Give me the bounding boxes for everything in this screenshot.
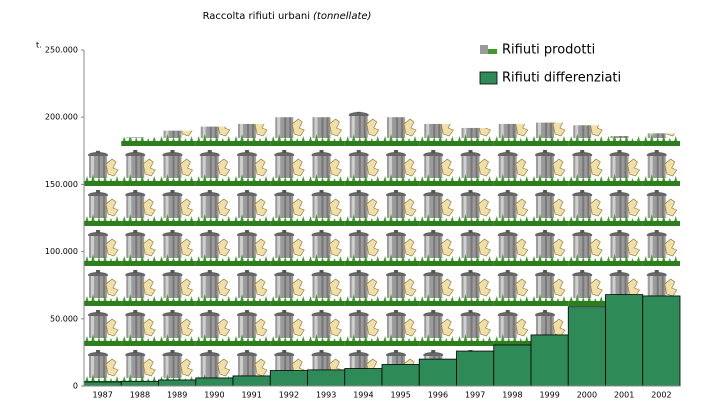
y-tick-label: 250.000 [45,46,78,55]
pictogram-bar [195,126,233,386]
x-tick-label: 2001 [614,391,634,400]
pictogram-bar [419,123,457,387]
x-tick-label: 1998 [502,391,522,400]
legend-swatch [479,71,498,85]
bar [381,364,420,387]
y-tick-label: 150.000 [45,180,78,189]
bar [605,294,644,387]
pictogram-bar [270,117,308,386]
y-tick-label: 50.000 [50,314,78,323]
x-tick-label: 1989 [167,391,187,400]
x-tick-label: 1993 [316,391,336,400]
bar [530,334,569,387]
bar [195,377,234,387]
bar [232,375,271,387]
bar [418,358,457,387]
y-tick-label: 100.000 [45,247,78,256]
bar [158,379,197,387]
y-tick-label: 0 [73,382,78,391]
x-tick-label: 1990 [204,391,224,400]
bar [120,380,159,387]
bar [493,344,532,387]
x-tick-label: 2000 [577,391,597,400]
bar [83,381,122,387]
bar [269,370,308,387]
legend-swatch [488,49,497,54]
pictogram-bar [493,123,531,387]
chart-title: Raccolta rifiuti urbani [203,11,310,22]
x-tick-label: 1987 [92,391,112,400]
legend-label: Rifiuti differenziati [502,71,621,86]
pictogram-bar [382,117,420,386]
bar [307,369,346,387]
x-tick-label: 1992 [279,391,299,400]
pictogram-bar [158,130,196,386]
pictogram-bar [121,137,159,386]
pictogram-bar [233,123,271,387]
x-tick-label: 1991 [241,391,261,400]
x-tick-label: 1988 [130,391,150,400]
x-tick-label: 1994 [353,391,373,400]
x-tick-label: 1995 [390,391,410,400]
bar [344,368,383,387]
legend-swatch [480,45,488,54]
x-tick-label: 1999 [539,391,559,400]
pictogram-bar [344,111,382,386]
legend-label: Rifiuti prodotti [502,43,595,58]
pictogram-bar [456,127,494,387]
bar [567,306,606,387]
chart-subtitle: (tonnellate) [313,11,371,22]
pictogram-bar [84,150,122,386]
bar [642,295,681,387]
pictogram-bar [307,117,345,386]
bar [456,350,495,387]
x-tick-label: 1996 [428,391,448,400]
y-tick-label: 200.000 [45,113,78,122]
x-tick-label: 1997 [465,391,485,400]
x-tick-label: 2002 [651,391,671,400]
y-axis-label: t. [36,41,42,50]
